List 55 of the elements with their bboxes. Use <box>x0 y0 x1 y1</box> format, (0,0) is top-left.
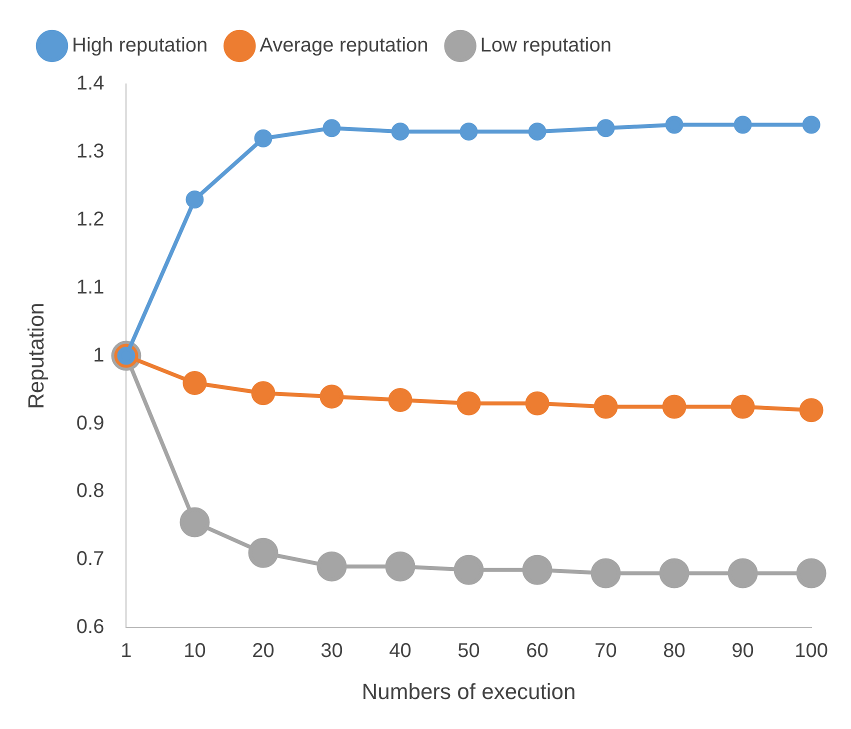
x-tick-label: 1 <box>120 640 132 662</box>
point <box>799 398 824 422</box>
x-tick-label: 60 <box>526 640 548 662</box>
point <box>594 394 618 419</box>
point <box>388 388 412 412</box>
x-tick-label: 30 <box>320 640 343 662</box>
point <box>596 119 615 138</box>
x-tick-label: 10 <box>184 640 206 662</box>
x-axis-title: Numbers of execution <box>362 678 576 704</box>
y-axis-title: Reputation <box>23 302 48 410</box>
point <box>522 554 552 585</box>
point <box>248 538 278 568</box>
legend-label: Average reputation <box>260 34 428 57</box>
point <box>590 558 621 588</box>
y-tick-label: 1.1 <box>76 276 104 298</box>
point <box>659 558 690 588</box>
point <box>316 551 347 582</box>
y-tick-label: 0.9 <box>76 412 104 434</box>
point <box>525 391 550 416</box>
point <box>254 129 272 148</box>
point <box>802 116 820 134</box>
point <box>796 558 826 588</box>
point <box>454 554 484 585</box>
y-tick-label: 1.4 <box>76 72 104 95</box>
point <box>665 116 684 134</box>
point <box>251 381 276 406</box>
x-tick-label: 40 <box>389 640 412 662</box>
legend-label: Low reputation <box>480 34 612 57</box>
y-tick-label: 1.2 <box>76 208 104 230</box>
point <box>391 122 410 141</box>
x-tick-label: 80 <box>663 640 686 662</box>
x-tick-label: 70 <box>594 640 617 662</box>
x-tick-label: 90 <box>732 640 754 662</box>
point <box>186 190 204 209</box>
point <box>385 551 416 582</box>
point <box>528 122 546 141</box>
point <box>456 391 481 416</box>
x-tick-label: 100 <box>794 640 828 662</box>
point <box>182 370 207 395</box>
y-tick-label: 0.8 <box>76 480 104 502</box>
point <box>662 394 686 419</box>
point <box>322 119 341 138</box>
point <box>728 558 758 588</box>
x-tick-label: 50 <box>458 640 480 662</box>
x-tick-label: 20 <box>252 640 274 662</box>
point <box>180 507 210 538</box>
legend-label: High reputation <box>72 34 208 57</box>
point <box>320 384 344 409</box>
y-tick-label: 0.6 <box>76 616 104 638</box>
y-tick-label: 1.3 <box>76 140 104 162</box>
point <box>734 116 752 134</box>
point <box>730 394 755 419</box>
y-tick-label: 1 <box>93 344 104 366</box>
y-tick-label: 0.7 <box>76 548 104 570</box>
point <box>460 122 478 141</box>
